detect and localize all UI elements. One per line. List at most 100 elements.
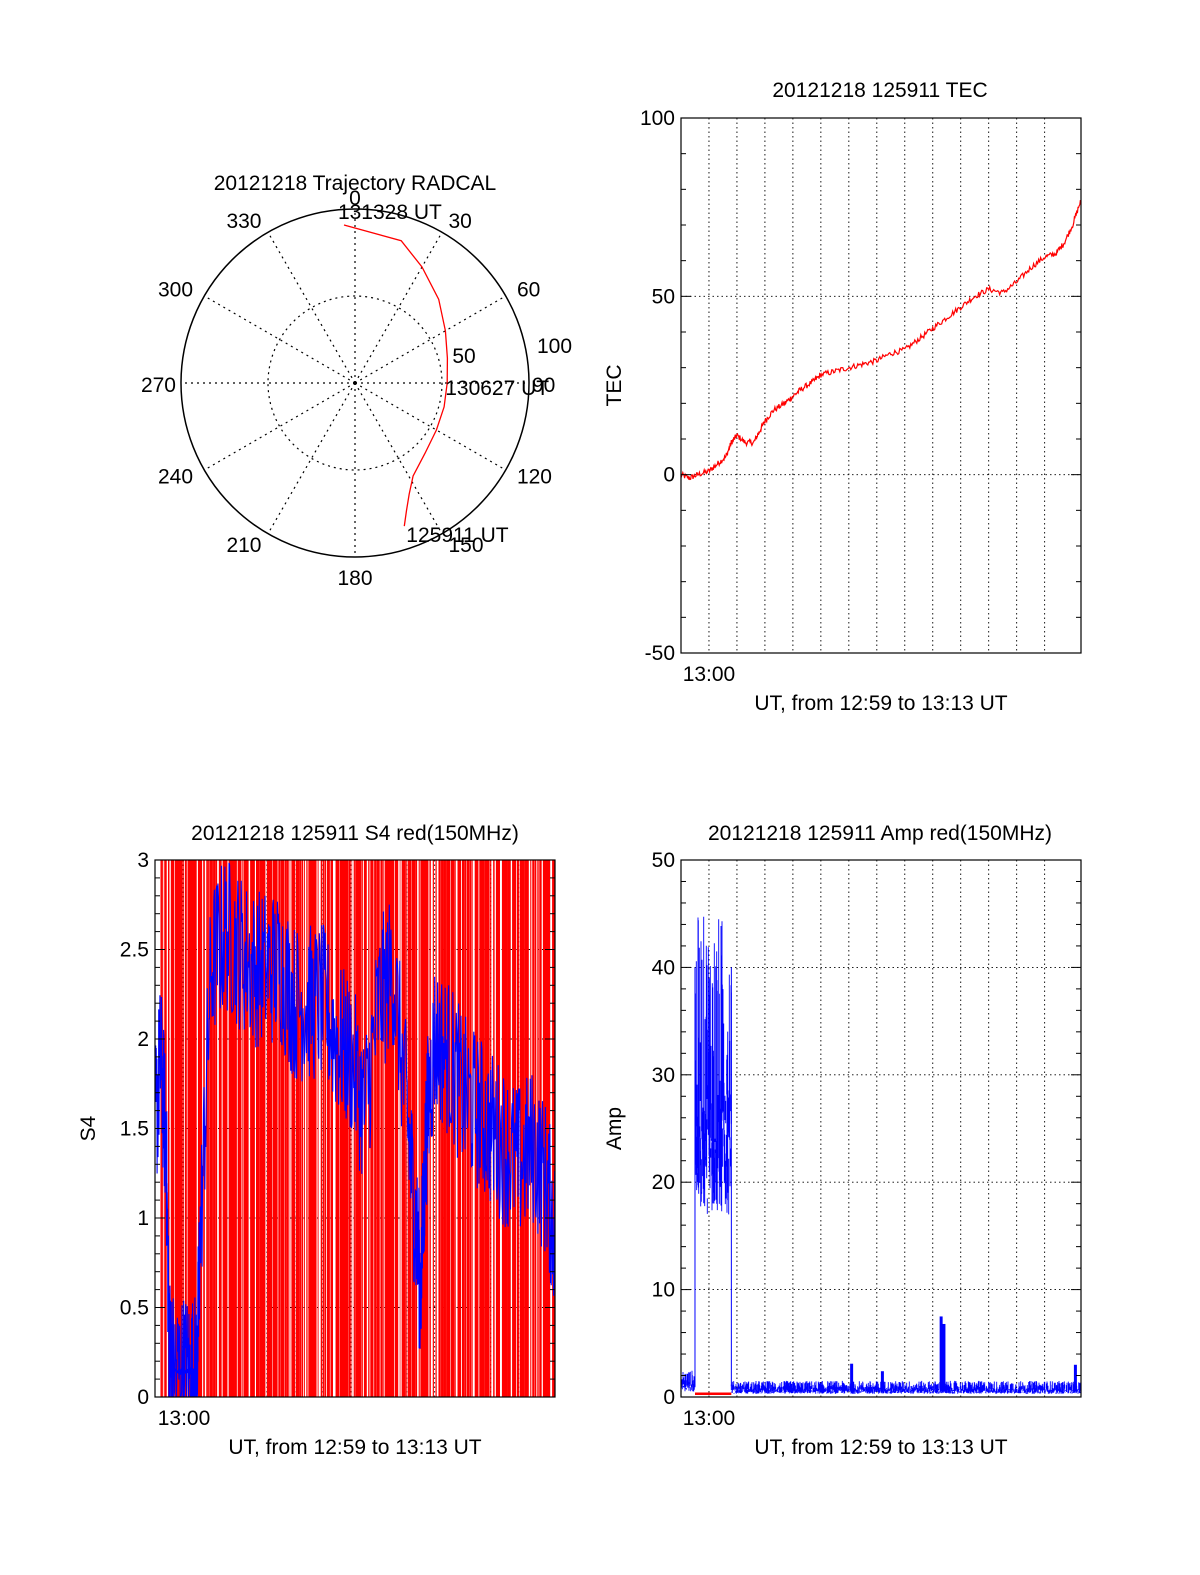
polar-spoke-300 xyxy=(204,295,356,384)
trajectory-polar-chart: 20121218 Trajectory RADCAL 0 30 60 90 120 150… xyxy=(141,172,572,590)
trajectory-annotation: 131328 UT xyxy=(338,201,442,224)
s4-red-spike xyxy=(374,860,377,1397)
s4-red-spike xyxy=(225,860,228,1397)
polar-spoke-60 xyxy=(354,295,506,384)
s4-red-spike xyxy=(308,860,312,1397)
s4-red-spike xyxy=(197,860,202,1397)
s4-red-spike xyxy=(250,860,253,1397)
s4-red-spike xyxy=(256,860,260,1397)
s4-red-spike xyxy=(269,860,273,1397)
x-tick-labels: 13:00 xyxy=(683,663,736,686)
s4-red-spike xyxy=(337,860,340,1397)
polar-angle-label-210: 210 xyxy=(226,534,261,557)
polar-inner-circle xyxy=(267,295,443,471)
s4-red-spike xyxy=(347,860,349,1397)
s4-red-spike xyxy=(392,860,395,1397)
y-tick-label: 0 xyxy=(663,1386,675,1409)
y-tick-label: 30 xyxy=(652,1064,675,1087)
s4-red-spike xyxy=(420,860,424,1397)
y-tick-label: -50 xyxy=(645,642,675,665)
tec-chart: 20121218 125911 TEC -50 0 50 100 13:00 UT, fr… xyxy=(603,79,1082,715)
s4-red-spike xyxy=(343,860,347,1397)
s4-red-spike xyxy=(224,860,228,1397)
s4-red-spike xyxy=(396,860,399,1397)
s4-red-spike xyxy=(237,860,242,1397)
s4-red-spike xyxy=(264,860,266,1397)
s4-red-spike xyxy=(332,860,333,1397)
polar-radial-labels: 50 100 xyxy=(452,335,572,368)
trajectory-annotation: 130627 UT xyxy=(445,377,549,400)
s4-red-spike xyxy=(170,860,173,1397)
s4-red-spike xyxy=(507,860,511,1397)
y-tick-label: 1.5 xyxy=(120,1118,149,1141)
amp-chart: 20121218 125911 Amp red(150MHz) 0 10 20 30 4… xyxy=(603,822,1082,1459)
s4-red-spike xyxy=(215,860,218,1397)
s4-red-spike xyxy=(292,860,296,1397)
s4-red-spike xyxy=(193,860,197,1397)
s4-red-spike xyxy=(365,860,367,1397)
trajectory-annotations: 131328 UT 130627 UT 125911 UT xyxy=(338,201,549,547)
s4-red-spike xyxy=(505,860,508,1397)
s4-red-spike xyxy=(299,860,301,1397)
s4-red-spike xyxy=(289,860,291,1397)
s4-red-spike xyxy=(411,860,416,1397)
s4-red-spike xyxy=(171,860,175,1397)
s4-red-spike xyxy=(329,860,331,1397)
s4-red-spike xyxy=(174,860,179,1397)
s4-red-spike xyxy=(378,860,380,1397)
s4-red-spike xyxy=(519,860,523,1397)
y-tick-label: 0 xyxy=(137,1386,149,1409)
s4-red-spike xyxy=(387,860,390,1397)
s4-red-spike xyxy=(335,860,339,1397)
s4-red-spike xyxy=(315,860,317,1397)
x-tick-label: 13:00 xyxy=(683,1407,736,1430)
s4-red-spike xyxy=(241,860,243,1397)
trajectory-annotation: 125911 UT xyxy=(406,524,509,547)
s4-red-spike xyxy=(368,860,370,1397)
polar-grid xyxy=(180,208,530,558)
s4-red-spike xyxy=(326,860,330,1397)
polar-angle-label-120: 120 xyxy=(517,466,552,489)
x-tick-label: 13:00 xyxy=(158,1407,211,1430)
polar-spoke-30 xyxy=(354,232,443,384)
s4-red-spike xyxy=(457,860,461,1397)
polar-angle-label-300: 300 xyxy=(158,279,193,302)
s4-red-spike xyxy=(259,860,264,1397)
amp-blue-segment xyxy=(680,1370,696,1392)
s4-red-spike xyxy=(306,860,308,1397)
s4-red-spike xyxy=(280,860,283,1397)
s4-red-spike xyxy=(320,860,323,1397)
s4-red-spike xyxy=(363,860,367,1397)
s4-red-spike xyxy=(385,860,389,1397)
s4-red-spike xyxy=(341,860,345,1397)
s4-red-spike xyxy=(480,860,484,1397)
s4-red-spike xyxy=(403,860,406,1397)
polar-angle-label-270: 270 xyxy=(141,374,176,397)
s4-red-spike xyxy=(455,860,456,1397)
polar-outer-circle xyxy=(180,208,530,558)
s4-red-spike xyxy=(466,860,469,1397)
s4-red-spike xyxy=(339,860,343,1397)
s4-red-spike xyxy=(415,860,418,1397)
tec-series-line xyxy=(680,200,1081,481)
s4-red-spike xyxy=(234,860,237,1397)
s4-red-spike xyxy=(510,860,511,1397)
s4-red-spike xyxy=(353,860,355,1397)
s4-red-spike xyxy=(195,860,197,1397)
y-tick-label: 2.5 xyxy=(120,939,149,962)
s4-red-spike xyxy=(212,860,214,1397)
s4-red-spike xyxy=(390,860,394,1397)
polar-angle-label-0: 0 xyxy=(349,187,361,210)
s4-red-spike xyxy=(370,860,373,1397)
y-tick-label: 1 xyxy=(137,1207,149,1230)
s4-red-spike xyxy=(436,860,437,1397)
s4-red-spike xyxy=(232,860,235,1397)
s4-red-spike xyxy=(208,860,210,1397)
s4-red-spike xyxy=(324,860,327,1397)
y-tick-label: 10 xyxy=(652,1279,675,1302)
polar-spoke-150 xyxy=(354,382,443,534)
polar-angle-label-150: 150 xyxy=(449,534,484,557)
x-tick-label: 13:00 xyxy=(683,663,736,686)
amp-blue-segment xyxy=(730,1380,1082,1394)
